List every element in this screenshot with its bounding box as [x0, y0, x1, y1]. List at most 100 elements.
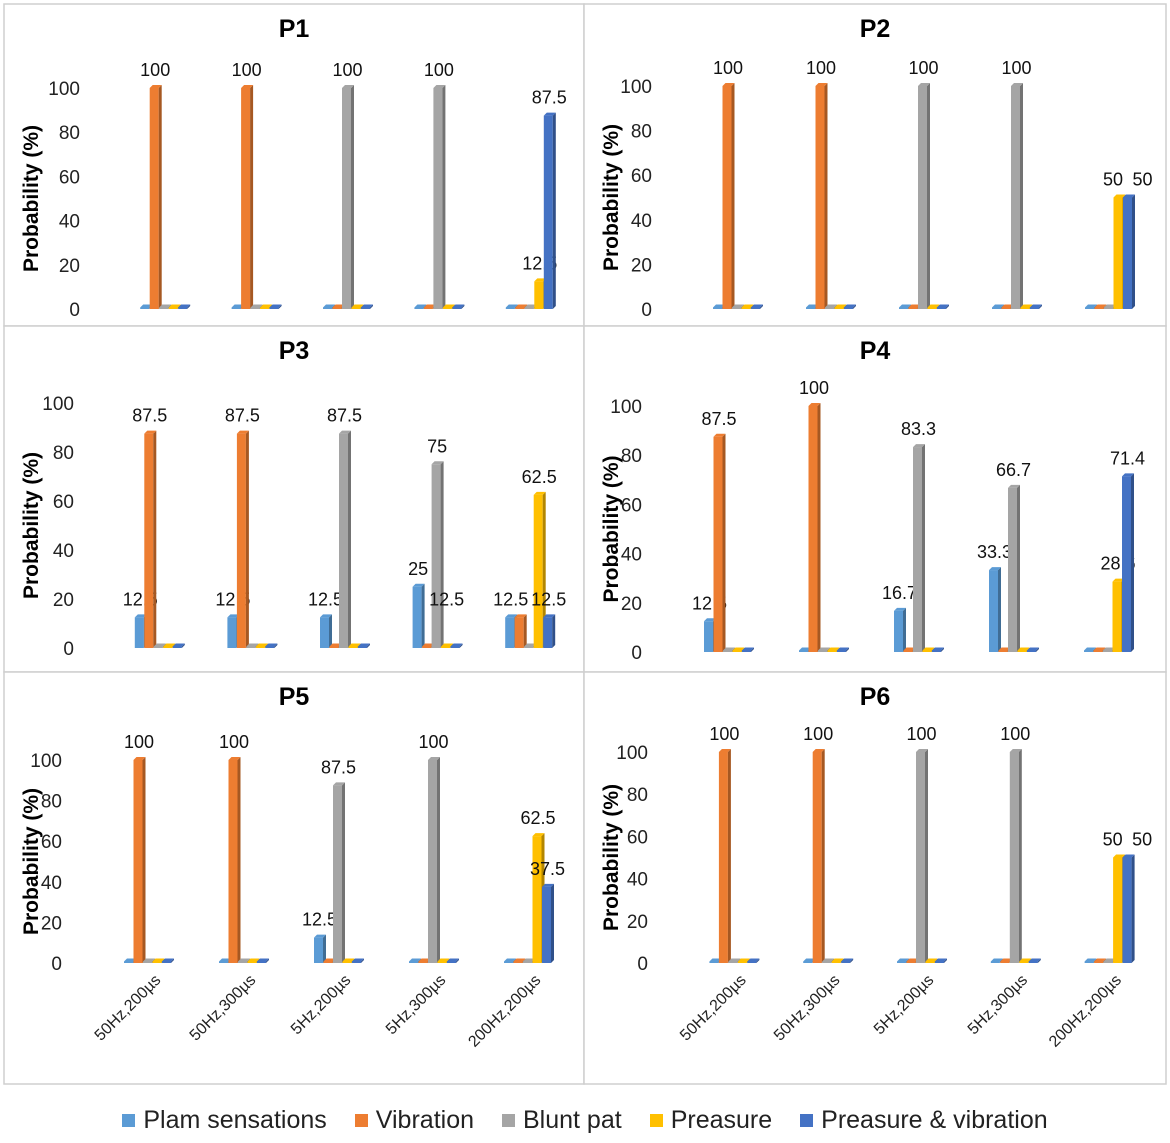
bar-side	[461, 304, 465, 309]
y-tick-label: 40	[631, 211, 652, 232]
bar-blunt-pat	[825, 307, 834, 309]
bar-top	[841, 958, 854, 962]
bar-top	[1084, 647, 1096, 651]
bar-side	[1131, 854, 1135, 963]
bar-top	[742, 647, 754, 651]
bar-top	[231, 304, 244, 308]
bar-top	[236, 430, 249, 434]
bar-side	[153, 430, 157, 648]
data-label: 100	[418, 732, 448, 752]
bar-blunt-pat	[732, 307, 741, 309]
bar-top	[450, 643, 463, 647]
bar-blunt-pat	[916, 752, 925, 963]
bar-vibration	[908, 307, 918, 309]
panel-border	[3, 671, 585, 1085]
bar-top	[1027, 647, 1039, 651]
data-label: 50	[1103, 170, 1123, 190]
bar-vibration	[133, 760, 143, 963]
y-tick-label: 100	[610, 397, 642, 418]
bar-blunt-pat	[159, 307, 169, 309]
bar-preasure	[168, 307, 178, 309]
legend-label: Plam sensations	[143, 1106, 327, 1134]
bar-side	[922, 444, 925, 652]
bar-top	[825, 304, 837, 308]
y-tick-label: 0	[637, 954, 648, 975]
bar-side	[245, 430, 249, 648]
bar-top	[168, 304, 181, 308]
bar-top	[333, 782, 345, 786]
bar-preasure	[922, 650, 932, 652]
bar-top	[822, 958, 835, 962]
bar-blunt-pat	[1009, 752, 1019, 963]
bar-top	[990, 958, 1003, 962]
bar-top	[431, 461, 444, 465]
bar-blunt-pat	[339, 433, 348, 648]
data-label: 12.5	[493, 589, 528, 609]
data-label: 100	[124, 732, 154, 752]
bar-plam	[894, 610, 903, 652]
bar-side	[171, 958, 174, 963]
bar-top	[741, 304, 754, 308]
bar-vibration	[144, 433, 154, 648]
bar-top	[423, 304, 436, 308]
bar-vibration	[332, 307, 342, 309]
bar-side	[278, 304, 282, 309]
y-axis-label: Probability (%)	[20, 452, 43, 599]
panel-p2: P2 Probability (%) 0 20 40 60 80 100 100 100 100 10…	[583, 3, 1167, 327]
bar-preasure-vibration	[1027, 650, 1036, 652]
bar-vibration	[998, 650, 1008, 652]
bar-plam	[704, 621, 713, 652]
bar-preasure-vibration	[447, 961, 456, 963]
bar-vibration	[1093, 650, 1103, 652]
bar-top	[913, 444, 925, 448]
bar-top	[1112, 578, 1125, 582]
bar-plam	[219, 961, 228, 963]
data-label: 100	[713, 58, 743, 78]
bar-side	[442, 85, 446, 309]
data-label: 12.5	[308, 589, 343, 609]
bar-top	[441, 643, 454, 647]
bar-side	[250, 85, 254, 309]
y-tick-label: 20	[53, 590, 74, 611]
bar-top	[1093, 647, 1106, 651]
bar-top	[542, 883, 554, 887]
y-tick-label: 80	[53, 443, 74, 464]
bar-top	[704, 618, 716, 622]
bar-top	[428, 757, 440, 760]
bar-top	[1019, 958, 1032, 962]
bar-vibration	[906, 961, 916, 963]
bar-top	[533, 491, 546, 495]
bar-top	[513, 958, 526, 962]
panel-border	[3, 325, 585, 673]
bar-vibration	[812, 752, 822, 963]
bar-preasure-vibration	[1123, 197, 1132, 309]
y-tick-label: 20	[627, 912, 648, 933]
legend-swatch-preasure-icon	[649, 1114, 663, 1127]
bar-preasure	[152, 961, 162, 963]
bar-vibration	[329, 646, 339, 648]
bar-side	[824, 83, 828, 309]
y-tick-label: 20	[621, 594, 642, 615]
panel-border	[583, 671, 1167, 1085]
bar-top	[1008, 484, 1020, 488]
panel-border	[3, 3, 585, 327]
bar-top	[894, 607, 906, 611]
bar-preasure	[927, 307, 937, 309]
panel-title: P3	[279, 337, 310, 365]
bar-preasure-vibration	[269, 307, 279, 309]
bar-blunt-pat	[822, 961, 832, 963]
bar-top	[906, 958, 919, 962]
bar-preasure-vibration	[543, 115, 553, 309]
bar-plam	[504, 961, 513, 963]
bar-preasure	[1019, 961, 1029, 963]
bar-vibration	[241, 88, 251, 309]
bar-preasure-vibration	[257, 961, 266, 963]
bar-top	[422, 643, 435, 647]
bar-top	[927, 304, 940, 308]
bar-top	[255, 643, 268, 647]
panel-p6: P6 Probability (%) 0 20 40 60 80 100 100 100 100 10…	[583, 671, 1167, 1085]
bar-top	[442, 304, 455, 308]
y-tick-label: 20	[59, 256, 80, 277]
legend: Plam sensations Vibration Blunt pat Prea…	[0, 1098, 1170, 1143]
bar-top	[1122, 854, 1135, 858]
